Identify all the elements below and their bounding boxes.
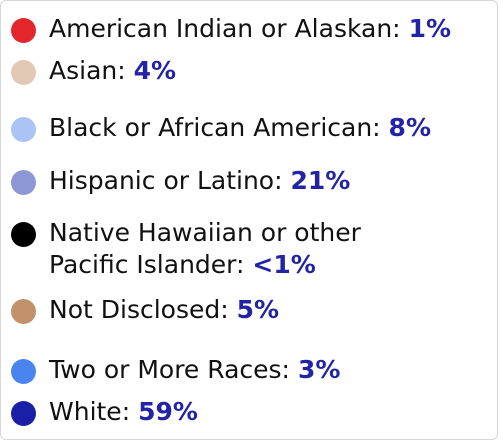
legend-item: Hispanic or Latino: 21% [11, 165, 481, 197]
legend-value: 8% [388, 113, 431, 142]
legend-label: Hispanic or Latino: [49, 166, 283, 195]
legend-text: American Indian or Alaskan: 1% [49, 13, 481, 45]
legend-swatch [11, 299, 36, 324]
legend-value: <1% [252, 250, 316, 279]
legend-item: Not Disclosed: 5% [11, 294, 481, 326]
legend-label: Not Disclosed: [49, 295, 229, 324]
legend-item: White: 59% [11, 396, 481, 428]
legend-swatch [11, 401, 36, 426]
legend-swatch [11, 60, 36, 85]
legend-swatch [11, 222, 36, 247]
legend-label: Native Hawaiian or other Pacific Islande… [49, 218, 361, 279]
legend-swatch [11, 170, 36, 195]
legend-text: Hispanic or Latino: 21% [49, 165, 481, 197]
legend-value: 3% [297, 355, 341, 384]
legend-text: Asian: 4% [49, 55, 481, 87]
legend-label: White: [49, 397, 131, 426]
legend-value: 4% [133, 56, 177, 85]
legend-value: 21% [290, 166, 351, 195]
legend-text: Black or African American: 8% [49, 112, 481, 144]
legend-label: Asian: [49, 56, 126, 85]
legend-label: American Indian or Alaskan: [49, 14, 401, 43]
legend-item: Black or African American: 8% [11, 112, 481, 144]
legend-text: White: 59% [49, 396, 481, 428]
legend-value: 5% [236, 295, 280, 324]
legend-item: American Indian or Alaskan: 1% [11, 13, 481, 45]
legend-value: 1% [408, 14, 452, 43]
legend-item: Asian: 4% [11, 55, 481, 87]
legend-swatch [11, 359, 36, 384]
legend-text: Native Hawaiian or other Pacific Islande… [49, 217, 391, 281]
legend-item: Two or More Races: 3% [11, 354, 481, 386]
legend-swatch [11, 117, 36, 142]
legend-label: Two or More Races: [49, 355, 290, 384]
legend-value: 59% [138, 397, 198, 426]
legend-item: Native Hawaiian or other Pacific Islande… [11, 217, 391, 281]
legend-label: Black or African American: [49, 113, 381, 142]
legend-text: Not Disclosed: 5% [49, 294, 481, 326]
legend-swatch [11, 18, 36, 43]
legend-text: Two or More Races: 3% [49, 354, 481, 386]
